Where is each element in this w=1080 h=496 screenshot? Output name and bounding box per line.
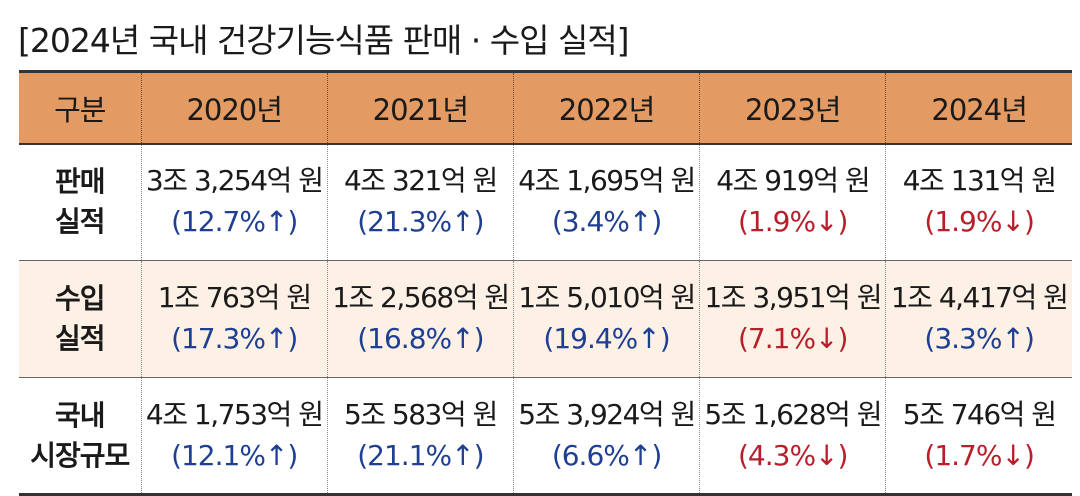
cell-change-up: (21.3%↑) [357, 205, 484, 239]
table-cell: 1조 5,010억 원 (19.4%↑) [512, 260, 701, 378]
cell-amount: 1조 3,951억 원 [704, 281, 882, 314]
cell-amount: 4조 321억 원 [343, 164, 498, 198]
table-cell: 5조 3,924억 원 (6.6%↑) [512, 377, 701, 495]
table-cell: 4조 131억 원 (1.9%↓) [885, 143, 1072, 261]
header-year-2021: 2021년 [326, 70, 514, 145]
cell-amount: 1조 5,010억 원 [518, 281, 696, 314]
cell-amount: 4조 131억 원 [902, 164, 1057, 198]
cell-change-down: (4.3%↓) [737, 438, 848, 472]
header-year-2023: 2023년 [699, 70, 887, 145]
cell-amount: 4조 1,695억 원 [518, 164, 696, 198]
table-cell: 3조 3,254억 원 (12.7%↑) [140, 143, 328, 261]
cell-amount: 5조 746억 원 [902, 397, 1057, 431]
row-label-sales: 판매 실적 [19, 143, 142, 261]
cell-change-up: (6.6%↑) [551, 438, 662, 472]
cell-amount: 3조 3,254억 원 [145, 164, 324, 198]
cell-change-down: (1.9%↓) [924, 205, 1034, 239]
row-market-size: 국내 시장규모 4조 1,753억 원 (12.1%↑) 5조 583억 원 (… [19, 377, 1072, 495]
table-cell: 1조 3,951억 원 (7.1%↓) [699, 260, 887, 378]
table-cell: 5조 746억 원 (1.7%↓) [885, 377, 1072, 495]
row-label-imports: 수입 실적 [19, 260, 142, 378]
page-title: [2024년 국내 건강기능식품 판매 · 수입 실적] [18, 21, 630, 60]
table-cell: 4조 1,695억 원 (3.4%↑) [512, 143, 701, 261]
row-label-market-size: 국내 시장규모 [19, 377, 142, 495]
header-year-2022: 2022년 [512, 70, 701, 145]
cell-amount: 4조 1,753억 원 [145, 397, 324, 431]
cell-change-up: (12.1%↑) [171, 438, 298, 472]
cell-change-up: (21.1%↑) [357, 438, 484, 472]
table-cell: 1조 2,568억 원 (16.8%↑) [326, 260, 514, 378]
cell-change-down: (7.1%↓) [737, 322, 848, 355]
cell-change-up: (12.7%↑) [171, 205, 298, 239]
table-header-row: 구분 2020년 2021년 2022년 2023년 2024년 [19, 70, 1072, 145]
table-cell: 1조 763억 원 (17.3%↑) [140, 260, 328, 378]
cell-change-up: (19.4%↑) [543, 322, 670, 355]
header-year-2024: 2024년 [885, 70, 1072, 145]
cell-amount: 1조 2,568억 원 [332, 281, 510, 314]
cell-change-up: (3.4%↑) [551, 205, 662, 239]
header-category: 구분 [19, 70, 142, 145]
cell-change-down: (1.9%↓) [737, 205, 848, 239]
cell-amount: 1조 763억 원 [157, 281, 312, 314]
row-imports: 수입 실적 1조 763억 원 (17.3%↑) 1조 2,568억 원 (16… [19, 260, 1072, 378]
table-cell: 4조 321억 원 (21.3%↑) [326, 143, 514, 261]
cell-amount: 5조 3,924억 원 [518, 397, 696, 431]
table-cell: 4조 1,753억 원 (12.1%↑) [140, 377, 328, 495]
table-cell: 5조 1,628억 원 (4.3%↓) [699, 377, 887, 495]
row-sales: 판매 실적 3조 3,254억 원 (12.7%↑) 4조 321억 원 (21… [19, 143, 1072, 261]
cell-change-up: (3.3%↑) [924, 322, 1034, 355]
cell-amount: 5조 1,628억 원 [704, 397, 882, 431]
cell-change-up: (17.3%↑) [171, 322, 298, 355]
table-cell: 5조 583억 원 (21.1%↑) [326, 377, 514, 495]
cell-change-up: (16.8%↑) [357, 322, 484, 355]
sales-import-table: 구분 2020년 2021년 2022년 2023년 2024년 판매 실적 3… [19, 70, 1072, 496]
cell-change-down: (1.7%↓) [924, 438, 1034, 472]
table-cell: 4조 919억 원 (1.9%↓) [699, 143, 887, 261]
cell-amount: 4조 919억 원 [716, 164, 870, 198]
table-cell: 1조 4,417억 원 (3.3%↑) [885, 260, 1072, 378]
cell-amount: 1조 4,417억 원 [890, 281, 1069, 314]
cell-amount: 5조 583억 원 [343, 397, 498, 431]
header-year-2020: 2020년 [140, 70, 328, 145]
